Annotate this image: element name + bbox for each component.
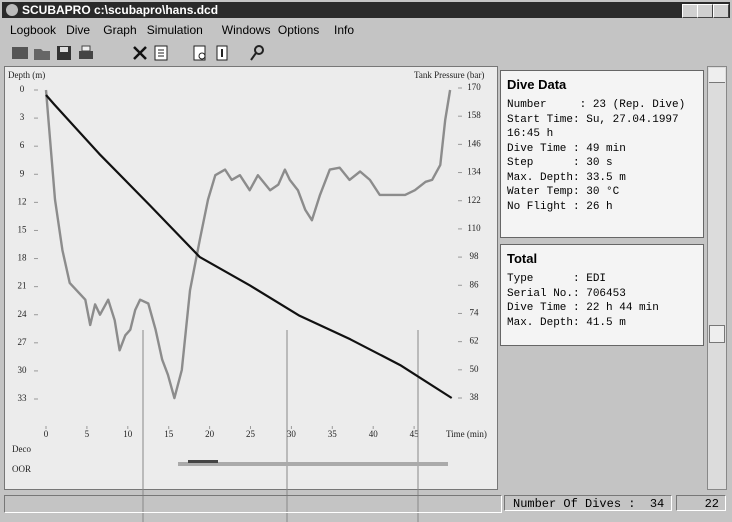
x-axis-label: Time (min) (446, 429, 487, 439)
y2-tick-label: 38 (470, 392, 480, 402)
y2-tick-label: 98 (470, 251, 480, 261)
x-tick-label: 20 (205, 429, 215, 439)
y2-tick-label: 158 (467, 110, 481, 120)
y-tick-label: 9 (20, 168, 25, 178)
total-panel: Total Type : EDI Serial No.: 706453 Dive T… (500, 244, 704, 346)
info-row: Number : 23 (Rep. Dive) (507, 99, 686, 111)
window-title: SCUBAPRO c:\scubapro\hans.dcd (22, 3, 219, 17)
x-tick-label: 45 (410, 429, 420, 439)
x-tick-label: 40 (369, 429, 379, 439)
y2-tick-label: 110 (467, 223, 481, 233)
app-icon (6, 4, 18, 16)
status-bar: Number Of Dives : 34 22 (0, 493, 732, 515)
status-empty (4, 495, 502, 513)
info-row: Type : EDI (507, 273, 607, 285)
tool-button[interactable] (32, 43, 52, 63)
deco-bar (178, 462, 448, 466)
row-label: Deco (12, 444, 31, 454)
x-tick-label: 25 (246, 429, 256, 439)
y-tick-label: 18 (18, 253, 28, 263)
title-bar: SCUBAPRO c:\scubapro\hans.dcd (2, 2, 730, 18)
maximize-button[interactable] (697, 4, 713, 18)
info-row: Dive Time : 49 min (507, 142, 626, 155)
menu-bar: Logbook Dive Graph Simulation Windows Options… (0, 20, 732, 38)
y-tick-label: 33 (18, 393, 28, 403)
menu-item[interactable]: Dive (66, 23, 91, 37)
tool-button[interactable] (152, 43, 172, 63)
x-tick-label: 10 (123, 429, 133, 439)
y-tick-label: 6 (20, 140, 25, 150)
tool-button[interactable] (54, 43, 74, 63)
x-tick-label: 15 (164, 429, 174, 439)
y-tick-label: 24 (18, 309, 28, 319)
deco-marker (188, 460, 218, 463)
dive-data-panel: Dive Data Number : 23 (Rep. Dive) Start T… (500, 70, 704, 238)
y2-tick-label: 122 (467, 195, 481, 205)
y2-tick-label: 86 (470, 279, 480, 289)
y-tick-label: 12 (18, 196, 27, 206)
chart-area (4, 66, 498, 490)
y-tick-label: 27 (18, 337, 28, 347)
row-label: OOR (12, 464, 31, 474)
info-row: Water Temp: 30 °C (507, 186, 620, 198)
y2-axis-label: Tank Pressure (bar) (414, 70, 484, 80)
tool-button[interactable] (130, 43, 150, 63)
scroll-thumb[interactable] (709, 325, 725, 343)
x-tick-label: 30 (287, 429, 297, 439)
series-line (44, 89, 452, 400)
menu-item[interactable]: Simulation (146, 23, 203, 37)
info-row: 16:45 h (507, 128, 554, 140)
info-row: Serial No.: 706453 (507, 287, 626, 300)
info-row: Dive Time : 22 h 44 min (507, 302, 659, 314)
status-dives: Number Of Dives : 34 (504, 495, 672, 511)
y-tick-label: 3 (20, 112, 25, 122)
y2-tick-label: 170 (467, 82, 481, 92)
x-tick-label: 35 (328, 429, 338, 439)
status-count: 22 (676, 495, 726, 511)
series-line (45, 94, 453, 399)
y-tick-label: 15 (18, 225, 28, 235)
y-axis-label: Depth (m) (8, 70, 45, 80)
menu-item[interactable]: Logbook (10, 23, 57, 37)
menu-item[interactable]: Info (334, 23, 355, 37)
tool-button[interactable] (248, 43, 268, 63)
info-row: Start Time: Su, 27.04.1997 (507, 113, 679, 126)
panel-title: Dive Data (507, 77, 567, 92)
y2-tick-label: 50 (470, 364, 480, 374)
scrollbar[interactable] (707, 66, 727, 490)
tool-button[interactable] (10, 43, 30, 63)
info-row: Max. Depth: 41.5 m (507, 316, 626, 329)
tool-button[interactable] (212, 43, 232, 63)
y2-tick-label: 134 (467, 167, 481, 177)
x-tick-label: 0 (44, 429, 49, 439)
y2-tick-label: 62 (470, 336, 479, 346)
toolbar (0, 40, 732, 66)
tool-button[interactable] (76, 43, 96, 63)
x-tick-label: 5 (85, 429, 90, 439)
info-row: Max. Depth: 33.5 m (507, 171, 626, 184)
menu-item[interactable]: Options (277, 23, 320, 37)
menu-item[interactable]: Windows (221, 23, 271, 37)
tool-button[interactable] (190, 43, 210, 63)
menu-item[interactable]: Graph (103, 23, 137, 37)
y-tick-label: 21 (18, 281, 27, 291)
scroll-up[interactable] (709, 68, 725, 83)
y-tick-label: 30 (18, 365, 28, 375)
y2-tick-label: 146 (467, 138, 481, 148)
info-row: Step : 30 s (507, 157, 613, 169)
close-button[interactable] (713, 4, 729, 18)
panel-title: Total (507, 251, 538, 266)
y-tick-label: 0 (20, 84, 25, 94)
info-row: No Flight : 26 h (507, 200, 613, 213)
y2-tick-label: 74 (470, 308, 480, 318)
